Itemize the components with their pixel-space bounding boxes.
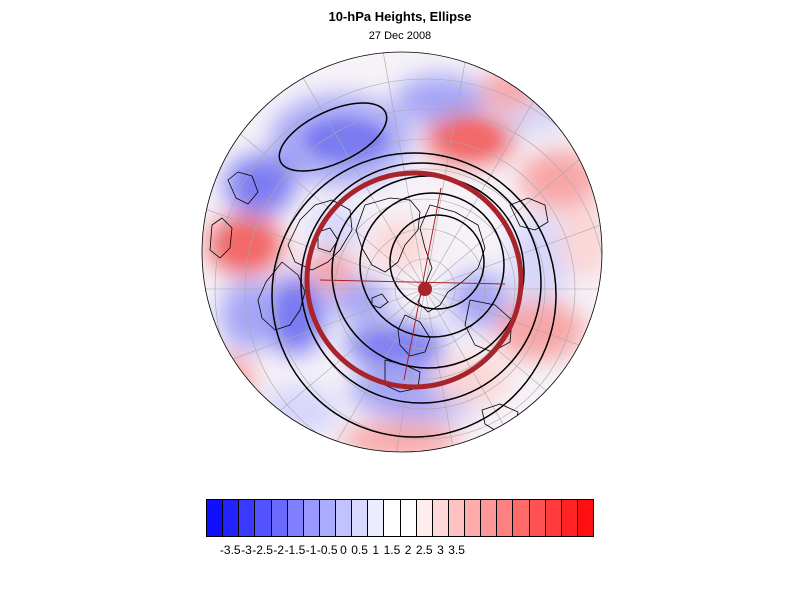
- colorbar-labels: -3.5 -3 -2.5 -2 -1.5 -1 -0.5 0 0.5 1 1.5 2 2.5 3 3.5: [0, 543, 800, 563]
- colorbar-swatch: [416, 500, 433, 536]
- colorbar-swatch: [529, 500, 546, 536]
- anomaly-blob: [395, 75, 485, 125]
- chart-subtitle: 27 Dec 2008: [368, 30, 432, 42]
- anomaly-blob: [560, 200, 602, 280]
- colorbar-tick-label: 3.5: [448, 543, 465, 557]
- anomaly-blob: [310, 205, 360, 255]
- colorbar-swatch: [255, 500, 272, 536]
- colorbar-swatch: [513, 500, 530, 536]
- colorbar-swatch: [287, 500, 304, 536]
- colorbar-tick-label: 2.5: [415, 543, 433, 557]
- colorbar-swatch: [319, 500, 336, 536]
- anomaly-blob: [370, 220, 430, 270]
- colorbar-tick-label: -2: [273, 543, 285, 557]
- anomaly-blob: [340, 422, 460, 452]
- colorbar-swatch: [303, 500, 320, 536]
- colorbar-swatch: [561, 500, 578, 536]
- coastline-siberia: [417, 204, 486, 313]
- anomaly-core: [281, 295, 309, 335]
- coastline-north-america: [287, 199, 353, 271]
- colorbar-tick-label: 1.5: [383, 543, 401, 557]
- anomaly-blob: [450, 272, 510, 328]
- colorbar-swatch: [577, 500, 593, 536]
- meridian-line: [225, 121, 426, 290]
- colorbar-tick-label: 0.5: [351, 543, 368, 557]
- colorbar-swatch: [497, 500, 514, 536]
- meridian-line: [294, 63, 426, 290]
- colorbar-tick-label: 1: [372, 543, 380, 557]
- colorbar-swatch: [545, 500, 562, 536]
- ellipse-axis: [319, 279, 506, 285]
- anomaly-core: [445, 124, 495, 152]
- meridian-line: [424, 288, 471, 452]
- ellipse-centroid: [418, 282, 432, 296]
- anomaly-blob: [520, 150, 600, 210]
- meridian-line: [294, 288, 426, 452]
- graticule: [202, 52, 602, 452]
- colorbar-tick-label: 3: [437, 543, 444, 557]
- colorbar: [206, 499, 594, 537]
- anomaly-blob: [480, 70, 540, 110]
- globe-outline: [201, 51, 603, 453]
- meridian-line: [424, 288, 602, 379]
- coastline-hudson-bay: [317, 227, 339, 253]
- colorbar-tick-label: 2: [404, 543, 412, 557]
- coastline-alaska: [509, 197, 549, 231]
- meridian-line: [424, 288, 556, 452]
- height-contour: [300, 162, 542, 404]
- colorbar-tick-label: -1: [305, 543, 317, 557]
- colorbar-swatch: [336, 500, 353, 536]
- anomaly-blob: [260, 385, 340, 435]
- colorbar-tick-label: 0: [340, 543, 347, 557]
- colorbar-swatch: [271, 500, 288, 536]
- ellipse-outline: [304, 170, 524, 390]
- colorbar-tick-label: -2.5: [252, 543, 273, 557]
- colorbar-swatch: [239, 500, 256, 536]
- anomaly-blob: [345, 323, 445, 367]
- colorbar-swatch: [223, 500, 240, 536]
- colorbar-tick-label: -0.5: [316, 543, 338, 557]
- vortex-ellipse: [304, 170, 524, 390]
- colorbar-swatch: [207, 500, 224, 536]
- anomaly-blob: [225, 155, 295, 215]
- chart-title: 10-hPa Heights, Ellipse: [328, 9, 472, 24]
- meridian-line: [202, 199, 426, 290]
- height-contour: [389, 214, 485, 310]
- anomaly-core: [225, 231, 265, 259]
- colorbar-swatch: [432, 500, 449, 536]
- anomaly-core: [305, 120, 385, 160]
- colorbar-swatch: [481, 500, 498, 536]
- colorbar-swatch: [352, 500, 369, 536]
- coastline-west: [209, 217, 233, 259]
- colorbar-tick-label: -1.5: [284, 543, 306, 557]
- colorbar-swatch: [448, 500, 465, 536]
- height-contour: [359, 192, 505, 338]
- coastline-scandinavia: [397, 314, 431, 357]
- colorbar-swatch: [368, 500, 385, 536]
- meridian-line: [424, 52, 471, 290]
- colorbar-swatch: [465, 500, 482, 536]
- meridian-line: [379, 52, 426, 290]
- height-contour: [278, 102, 388, 172]
- height-contour: [271, 152, 557, 438]
- meridian-line: [379, 288, 426, 452]
- colorbar-swatch: [400, 500, 417, 536]
- colorbar-tick-label: -3: [241, 543, 252, 557]
- colorbar-tick-label: -3.5: [219, 543, 241, 557]
- coastline-greenland: [355, 197, 421, 273]
- anomaly-blob: [220, 280, 280, 350]
- coastline-mexico: [227, 171, 259, 205]
- anomaly-blob: [430, 355, 510, 405]
- colorbar-swatch: [384, 500, 401, 536]
- anomaly-blob: [205, 355, 255, 405]
